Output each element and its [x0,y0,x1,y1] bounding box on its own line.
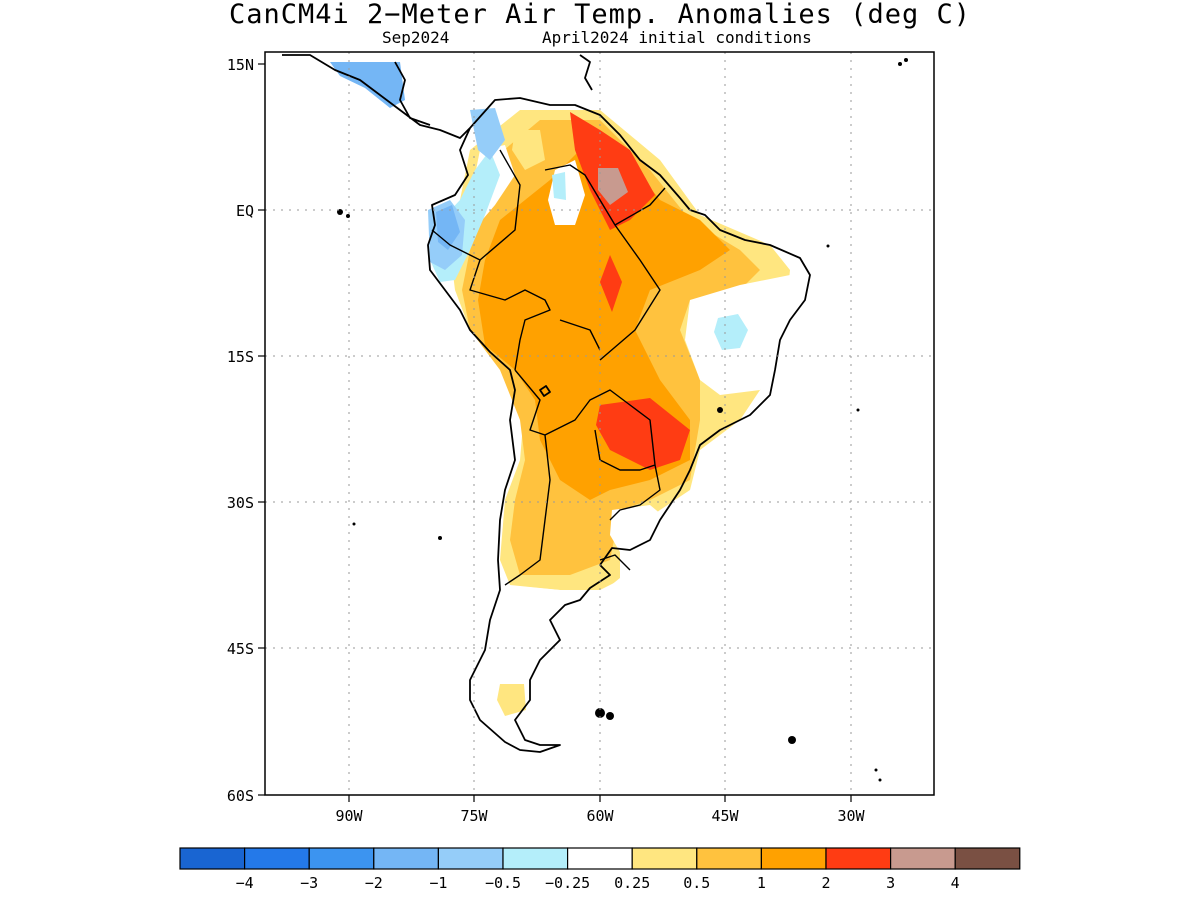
colorbar-swatch [631,847,698,870]
abrolhos-island [717,407,723,413]
country-borders [431,149,666,586]
colorbar-label: 4 [951,874,960,892]
sandwich-island [874,768,878,772]
lat-label-30s: 30S [227,494,254,512]
colorbar-swatch [308,847,375,870]
colorbar-label: 2 [821,874,830,892]
galapagos-island [346,214,350,218]
colorbar-label: −0.25 [545,874,590,892]
lat-label-15s: 15S [227,348,254,366]
lon-label-75w: 75W [460,807,488,825]
colorbar-label: −2 [365,874,383,892]
lake-titicaca [539,385,551,397]
anomaly-region-brown [598,168,628,205]
colorbar-swatch [502,847,569,870]
colorbar-swatch [825,847,892,870]
anomaly-field [330,62,805,720]
lon-label-45w: 45W [711,807,739,825]
colorbar-swatch [373,847,439,870]
colorbar-label: 3 [886,874,895,892]
colorbar-swatch [696,847,762,870]
falkland-island [606,712,614,720]
anomaly-region-blue-colombia [470,108,505,160]
trindade-island [856,408,860,412]
colorbar: −4 −3 −2 −1 −0.5 −0.25 0.25 0.5 1 2 3 4 [179,847,1021,892]
map-title: CanCM4i 2−Meter Air Temp. Anomalies (deg… [229,0,971,30]
coastlines [282,54,811,753]
lon-label-90w: 90W [335,807,363,825]
fernando-de-noronha [826,244,830,248]
colorbar-swatch [760,847,827,870]
anomaly-region-yellow-venezuela [512,130,545,170]
colorbar-swatch [244,847,310,870]
colorbar-label: 0.25 [614,874,650,892]
colorbar-swatch [566,847,633,870]
colorbar-label: −1 [429,874,447,892]
lat-label-eq: EQ [236,202,254,220]
colorbar-label: −3 [300,874,318,892]
colorbar-swatch [954,847,1021,870]
anomaly-region-red-south [596,398,690,470]
small-island [898,62,902,66]
anomaly-region-yellow-patagonia [497,684,526,716]
lat-label-45s: 45S [227,640,254,658]
colorbar-label: −4 [236,874,254,892]
small-island [352,522,356,526]
lon-label-60w: 60W [586,807,614,825]
caribbean-coast [579,54,593,91]
anomaly-region-red-center [600,255,622,312]
colorbar-label: 1 [757,874,766,892]
anomaly-region-white-uruguay [610,505,668,552]
small-island [904,58,908,62]
colorbar-label: −0.5 [485,874,521,892]
south-georgia-island [788,736,796,744]
central-america-coastline [282,54,471,139]
colorbar-label: 0.5 [683,874,710,892]
islands [337,58,908,782]
colorbar-swatch [889,847,956,870]
forecast-month: Sep2024 [382,28,450,47]
initial-conditions: April2024 initial conditions [542,28,812,47]
lon-label-30w: 30W [837,807,865,825]
south-america-coastline [427,97,811,753]
colorbar-swatch [437,847,504,870]
colorbar-swatch [179,847,246,870]
sandwich-island [878,778,882,782]
lat-label-15n: 15N [227,56,254,74]
juan-fernandez-island [438,536,442,540]
anomaly-region-cyan-venezuela [552,172,566,200]
axis-ticks [258,63,852,802]
falkland-island [595,708,605,718]
anomaly-region-cyan-brazil [714,314,748,350]
lat-label-60s: 60S [227,787,254,805]
